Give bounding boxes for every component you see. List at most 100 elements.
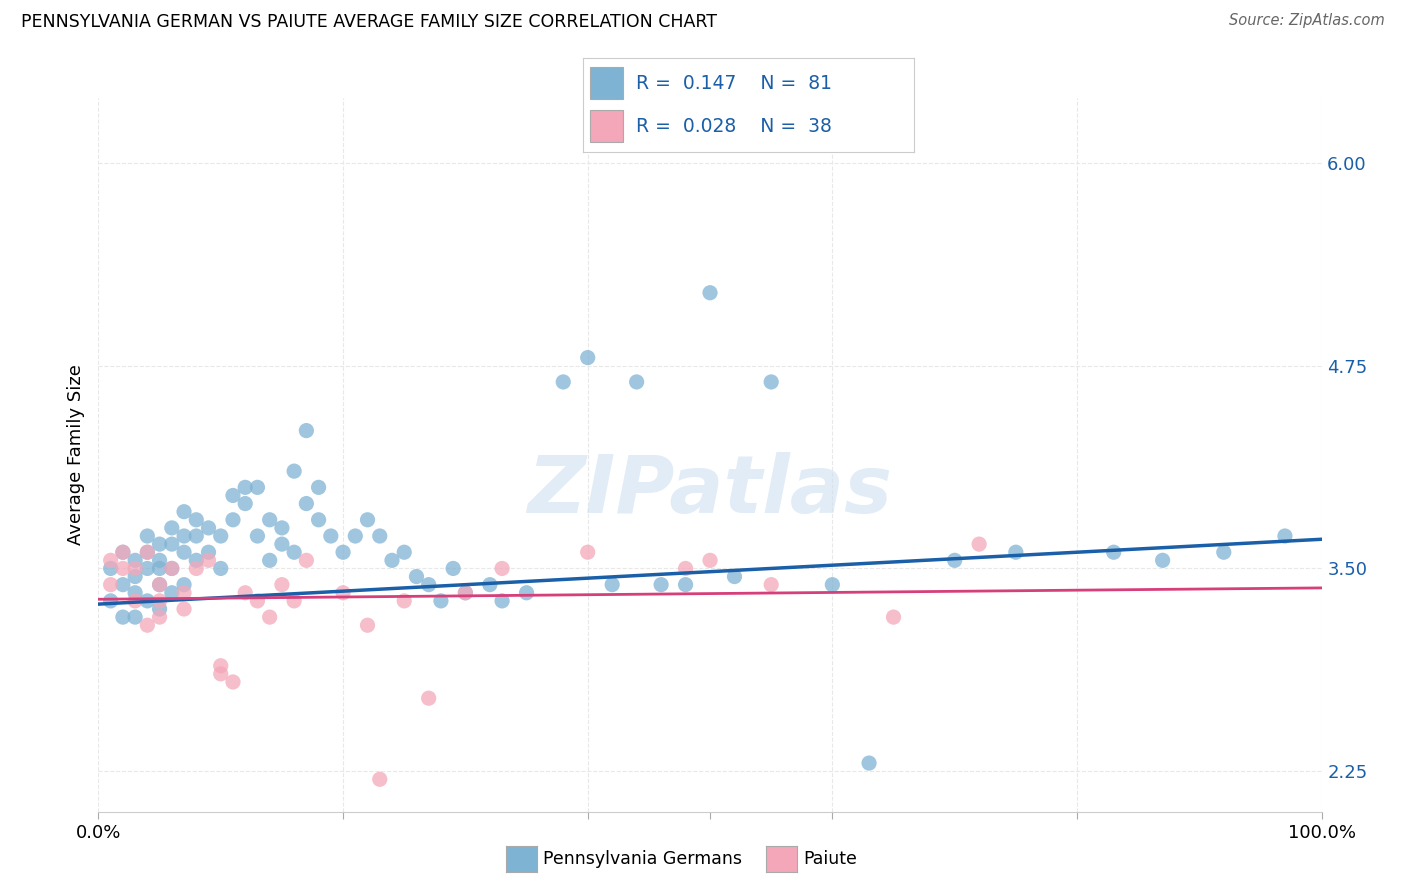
- Point: [124, 594, 146, 608]
- Point: [283, 464, 305, 478]
- Point: [111, 545, 134, 559]
- Point: [100, 561, 122, 575]
- Point: [441, 561, 464, 575]
- Point: [173, 545, 195, 559]
- Point: [1212, 545, 1234, 559]
- Point: [576, 545, 599, 559]
- Point: [332, 545, 354, 559]
- Point: [405, 569, 427, 583]
- Point: [418, 577, 440, 591]
- Point: [173, 529, 195, 543]
- Point: [246, 480, 269, 494]
- Point: [222, 513, 245, 527]
- Point: [160, 561, 183, 575]
- Point: [222, 675, 245, 690]
- Point: [173, 505, 195, 519]
- Point: [209, 666, 232, 681]
- Point: [418, 691, 440, 706]
- Y-axis label: Average Family Size: Average Family Size: [66, 365, 84, 545]
- Text: Source: ZipAtlas.com: Source: ZipAtlas.com: [1229, 13, 1385, 29]
- Point: [111, 561, 134, 575]
- Point: [124, 586, 146, 600]
- Point: [650, 577, 672, 591]
- Point: [160, 537, 183, 551]
- Point: [100, 553, 122, 567]
- Point: [136, 561, 159, 575]
- Point: [356, 618, 378, 632]
- Point: [675, 561, 697, 575]
- Point: [124, 610, 146, 624]
- Point: [259, 553, 281, 567]
- Point: [308, 480, 330, 494]
- Point: [222, 488, 245, 502]
- Point: [675, 577, 697, 591]
- Point: [259, 513, 281, 527]
- Point: [149, 594, 172, 608]
- Point: [149, 577, 172, 591]
- Point: [149, 610, 172, 624]
- Point: [136, 529, 159, 543]
- Point: [356, 513, 378, 527]
- Point: [124, 553, 146, 567]
- Point: [368, 529, 391, 543]
- Point: [186, 561, 208, 575]
- Point: [761, 375, 783, 389]
- Point: [233, 480, 256, 494]
- Point: [111, 610, 134, 624]
- Point: [197, 553, 219, 567]
- Point: [600, 577, 623, 591]
- FancyBboxPatch shape: [591, 68, 623, 99]
- Point: [186, 513, 208, 527]
- Point: [186, 529, 208, 543]
- Point: [332, 586, 354, 600]
- Point: [197, 521, 219, 535]
- Point: [270, 521, 294, 535]
- Point: [308, 513, 330, 527]
- Point: [270, 577, 294, 591]
- Point: [295, 553, 318, 567]
- Point: [883, 610, 905, 624]
- Point: [1102, 545, 1125, 559]
- Point: [246, 594, 269, 608]
- Text: Pennsylvania Germans: Pennsylvania Germans: [543, 850, 742, 868]
- Point: [1274, 529, 1296, 543]
- Point: [197, 545, 219, 559]
- Point: [124, 561, 146, 575]
- Point: [136, 545, 159, 559]
- Point: [283, 594, 305, 608]
- Point: [626, 375, 648, 389]
- Point: [100, 594, 122, 608]
- Point: [259, 610, 281, 624]
- Point: [295, 497, 318, 511]
- Point: [149, 537, 172, 551]
- Point: [576, 351, 599, 365]
- Point: [173, 577, 195, 591]
- Point: [136, 618, 159, 632]
- Point: [209, 561, 232, 575]
- Point: [233, 586, 256, 600]
- Point: [699, 553, 721, 567]
- Point: [149, 561, 172, 575]
- Text: Paiute: Paiute: [803, 850, 856, 868]
- Point: [149, 553, 172, 567]
- Point: [295, 424, 318, 438]
- Point: [344, 529, 367, 543]
- Point: [392, 545, 416, 559]
- Point: [186, 553, 208, 567]
- Point: [100, 577, 122, 591]
- Point: [111, 577, 134, 591]
- Text: R =  0.028    N =  38: R = 0.028 N = 38: [637, 117, 832, 136]
- Point: [270, 537, 294, 551]
- Point: [761, 577, 783, 591]
- Point: [967, 537, 990, 551]
- Point: [283, 545, 305, 559]
- Point: [699, 285, 721, 300]
- Point: [491, 561, 513, 575]
- Point: [723, 569, 745, 583]
- Point: [1152, 553, 1174, 567]
- Point: [173, 586, 195, 600]
- Point: [136, 545, 159, 559]
- Point: [246, 529, 269, 543]
- Point: [124, 569, 146, 583]
- Point: [454, 586, 477, 600]
